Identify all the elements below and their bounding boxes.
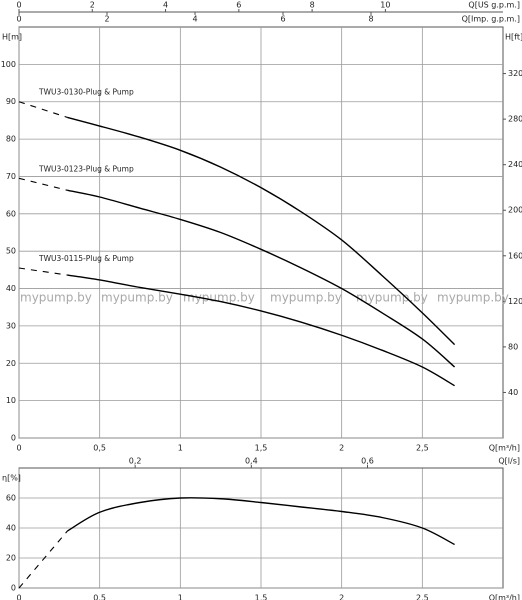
y-tick-label: 20 xyxy=(6,554,16,563)
y2-tick-label: 40 xyxy=(508,388,518,397)
watermark: mypump.by xyxy=(101,291,173,305)
y-tick-label: 20 xyxy=(6,359,16,368)
top-axis-label: Q[US g.p.m.] xyxy=(468,1,520,10)
x-tick-label: 0,5 xyxy=(93,594,106,600)
curve xyxy=(67,497,455,546)
x-tick-label: 0 xyxy=(16,444,21,453)
y-tick-label: 30 xyxy=(6,321,16,330)
top-axis-tick-label: 8 xyxy=(310,1,315,10)
y-tick-label: 60 xyxy=(6,209,16,218)
x-tick-label: 2 xyxy=(339,594,344,600)
x-tick-label: 2 xyxy=(339,444,344,453)
x-tick-label: 0,5 xyxy=(93,444,106,453)
watermark: mypump.by xyxy=(437,291,509,305)
top-axis-label: Q[l/s] xyxy=(498,457,520,466)
y-tick-label: 100 xyxy=(1,60,16,69)
watermark: mypump.by xyxy=(270,291,342,305)
curve xyxy=(67,189,456,368)
watermark: mypump.by xyxy=(20,291,92,305)
curve-extrapolation xyxy=(18,267,68,276)
x-tick-label: 1 xyxy=(178,594,183,600)
top-axis-tick-label: 0,4 xyxy=(245,457,258,466)
top-axis-tick-label: 0 xyxy=(16,15,21,24)
top-axis-tick-label: 4 xyxy=(192,15,197,24)
x-axis-label: Q[m³/h] xyxy=(489,444,520,453)
series-label: TWU3-0115-Plug & Pump xyxy=(38,254,134,263)
y2-tick-label: 240 xyxy=(508,160,522,169)
y-tick-label: 0 xyxy=(11,584,16,593)
top-axis-tick-label: 4 xyxy=(163,1,168,10)
top-axis-tick-label: 6 xyxy=(280,15,285,24)
curve-extrapolation xyxy=(18,177,68,191)
top-axis-label: Q[Imp. g.p.m.] xyxy=(462,15,520,24)
y-tick-label: 70 xyxy=(6,172,16,181)
y-tick-label: 0 xyxy=(11,434,16,443)
watermark: mypump.by xyxy=(356,291,428,305)
curve xyxy=(67,274,455,387)
y2-tick-label: 80 xyxy=(508,342,518,351)
y2-tick-label: 200 xyxy=(508,206,522,215)
top-axis-tick-label: 2 xyxy=(104,15,109,24)
y-tick-label: 40 xyxy=(6,524,16,533)
curve-extrapolation xyxy=(18,530,68,589)
y-axis-label: η[%] xyxy=(2,474,21,483)
x-tick-label: 0 xyxy=(16,594,21,600)
y-tick-label: 50 xyxy=(6,247,16,256)
series-label: TWU3-0130-Plug & Pump xyxy=(38,88,134,97)
top-axis-tick-label: 6 xyxy=(236,1,241,10)
top-axis-tick-label: 0 xyxy=(16,1,21,10)
y-tick-label: 40 xyxy=(6,284,16,293)
y2-tick-label: 160 xyxy=(508,251,522,260)
top-axis-tick-label: 0,2 xyxy=(129,457,142,466)
y2-tick-label: 280 xyxy=(508,115,522,124)
x-tick-label: 2,5 xyxy=(416,444,429,453)
x-tick-label: 1,5 xyxy=(255,594,268,600)
x-tick-label: 2,5 xyxy=(416,594,429,600)
y-axis-label: H[m] xyxy=(2,33,22,42)
y2-axis-label: H[ft] xyxy=(505,33,522,42)
watermark: mypump.by xyxy=(183,291,255,305)
y2-tick-label: 120 xyxy=(508,297,522,306)
y-tick-label: 90 xyxy=(6,97,16,106)
curve xyxy=(67,116,456,346)
x-axis-label: Q[m³/h] xyxy=(489,594,520,600)
top-axis-tick-label: 2 xyxy=(90,1,95,10)
y2-tick-label: 320 xyxy=(508,69,522,78)
top-axis-tick-label: 8 xyxy=(368,15,373,24)
x-tick-label: 1,5 xyxy=(255,444,268,453)
y-tick-label: 10 xyxy=(6,396,16,405)
curve-extrapolation xyxy=(18,101,68,118)
top-axis-tick-label: 10 xyxy=(380,1,390,10)
top-axis-tick-label: 0,6 xyxy=(361,457,374,466)
series-label: TWU3-0123-Plug & Pump xyxy=(38,164,134,173)
y-tick-label: 80 xyxy=(6,135,16,144)
y-tick-label: 60 xyxy=(6,494,16,503)
x-tick-label: 1 xyxy=(178,444,183,453)
